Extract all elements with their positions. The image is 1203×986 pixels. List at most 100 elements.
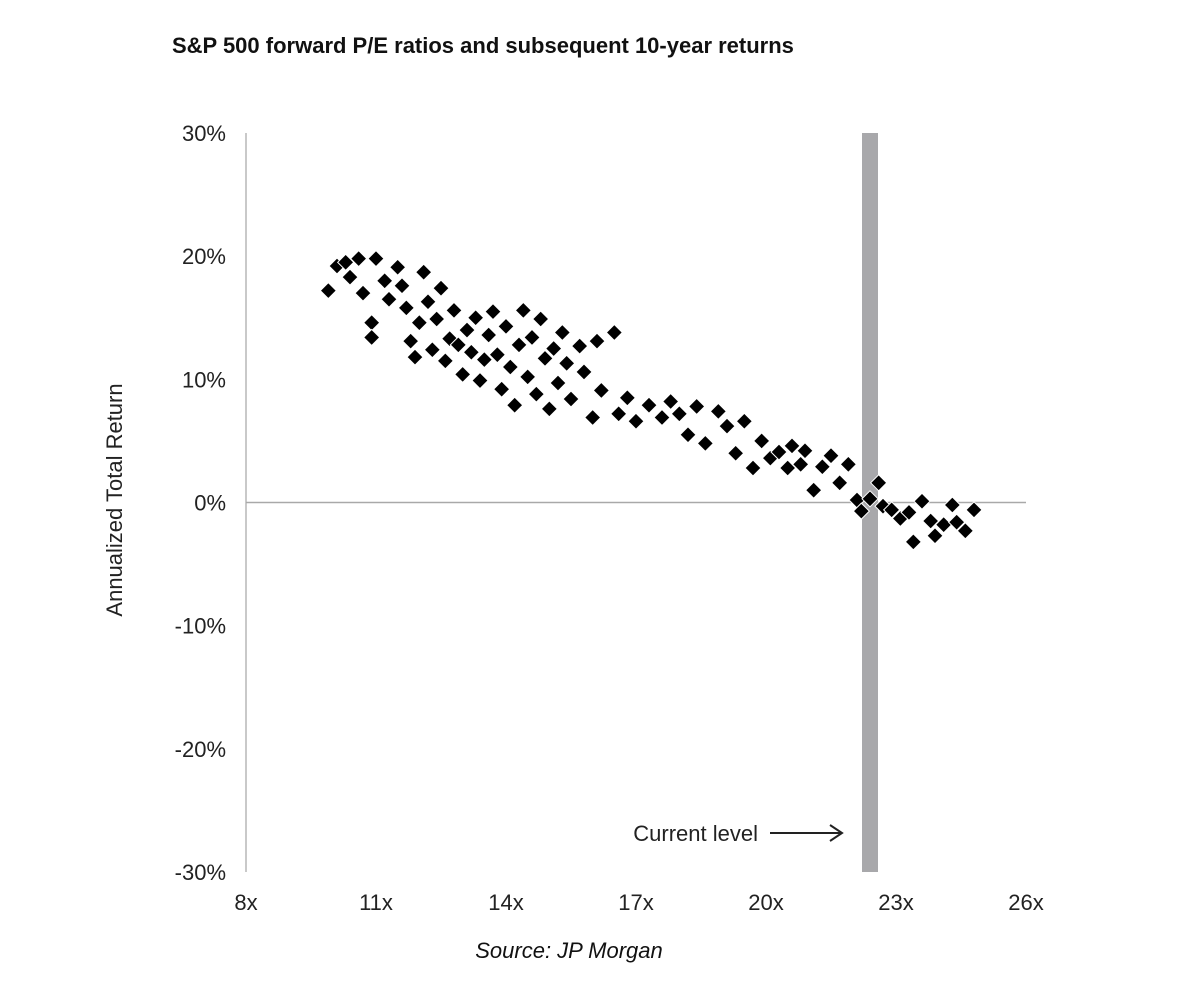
y-tick-label: 0% — [194, 491, 226, 516]
data-point — [783, 437, 801, 455]
data-point — [913, 492, 931, 510]
data-point — [770, 443, 788, 461]
x-tick-label: 11x — [359, 890, 393, 915]
data-point — [609, 405, 628, 423]
data-point — [718, 417, 736, 435]
data-point — [791, 455, 810, 474]
data-point — [410, 313, 429, 332]
data-point — [453, 365, 472, 384]
data-point — [397, 299, 416, 317]
data-point — [575, 363, 593, 381]
data-point — [540, 400, 559, 418]
y-tick-label: -10% — [175, 614, 226, 639]
chart-title: S&P 500 forward P/E ratios and subsequen… — [172, 33, 794, 58]
data-point — [687, 397, 706, 416]
data-point — [419, 293, 437, 311]
data-point — [362, 313, 381, 332]
data-point — [661, 392, 680, 411]
data-point — [505, 396, 524, 414]
data-point — [670, 405, 689, 423]
x-tick-label: 20x — [748, 890, 783, 915]
data-point — [965, 501, 983, 519]
data-point — [462, 343, 481, 361]
data-point — [518, 368, 537, 386]
data-point — [466, 309, 485, 327]
data-point — [813, 458, 832, 476]
data-point — [562, 390, 580, 408]
data-point — [341, 268, 359, 286]
x-tick-label: 23x — [878, 890, 913, 915]
data-point — [947, 513, 966, 531]
data-point — [653, 408, 671, 427]
data-point — [570, 337, 589, 355]
data-point — [804, 481, 823, 499]
data-point — [640, 396, 658, 414]
data-point — [822, 446, 840, 465]
data-point — [531, 310, 550, 328]
data-point — [406, 348, 424, 366]
data-point — [514, 301, 533, 320]
data-point — [388, 258, 407, 276]
data-point — [553, 323, 572, 342]
data-point — [709, 402, 728, 421]
data-point — [319, 281, 338, 300]
y-tick-label: -20% — [175, 737, 226, 762]
data-point — [445, 301, 463, 320]
data-point — [380, 290, 398, 308]
data-point — [549, 374, 567, 392]
data-point — [536, 349, 554, 368]
y-tick-label: 30% — [182, 121, 226, 146]
data-point — [432, 279, 450, 297]
data-point — [523, 328, 541, 347]
data-point — [484, 302, 502, 321]
data-point — [796, 442, 814, 460]
data-point — [401, 332, 420, 350]
data-point — [492, 380, 511, 398]
data-point — [375, 272, 394, 290]
data-point — [488, 345, 507, 364]
data-point — [427, 310, 446, 328]
data-point — [735, 412, 754, 430]
plot-area: 30% 20% 10% 0% -10% -20% -30% 8x 11x 14x 17x 20x 23x… — [175, 121, 1044, 915]
data-point — [618, 389, 637, 407]
data-point — [830, 474, 849, 492]
data-point — [510, 336, 528, 354]
y-tick-label: 20% — [182, 244, 226, 269]
data-point — [458, 321, 476, 339]
data-point — [752, 432, 771, 450]
data-point — [852, 502, 871, 520]
y-tick-label: -30% — [175, 860, 226, 885]
data-point — [475, 350, 494, 369]
data-point — [354, 284, 372, 302]
source-note: Source: JP Morgan — [475, 938, 663, 963]
data-point — [527, 385, 546, 403]
data-point — [744, 459, 762, 477]
data-point — [362, 328, 381, 347]
current-level-arrow — [770, 824, 844, 842]
data-point — [904, 533, 923, 551]
data-point — [679, 426, 697, 444]
x-tick-label: 26x — [1008, 890, 1043, 915]
data-point — [501, 358, 520, 376]
data-point — [471, 371, 489, 390]
data-point — [497, 317, 515, 336]
y-axis-label: Annualized Total Return — [102, 383, 127, 616]
data-point — [627, 412, 645, 430]
data-point — [544, 339, 563, 358]
data-point — [557, 354, 576, 373]
data-point — [479, 326, 498, 344]
data-point — [367, 249, 385, 268]
data-point — [956, 522, 975, 540]
data-point — [839, 455, 858, 474]
data-point — [778, 459, 797, 477]
data-point — [869, 474, 888, 492]
data-point — [943, 496, 962, 514]
data-point — [605, 323, 624, 342]
data-point — [588, 332, 606, 350]
data-point — [696, 434, 715, 453]
data-point — [921, 512, 940, 530]
data-point — [583, 408, 602, 427]
data-point — [423, 341, 442, 359]
